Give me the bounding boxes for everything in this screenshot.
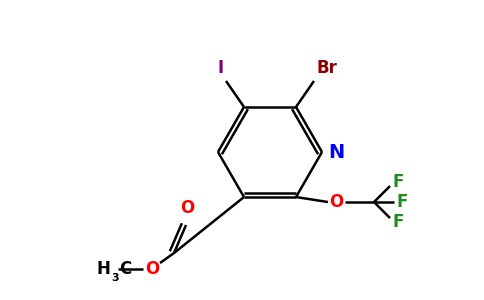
- Text: O: O: [180, 199, 194, 217]
- Text: O: O: [145, 260, 159, 278]
- Text: F: F: [393, 173, 404, 191]
- Text: I: I: [218, 59, 224, 77]
- Text: H: H: [96, 260, 110, 278]
- Text: C: C: [119, 260, 131, 278]
- Text: F: F: [397, 193, 408, 211]
- Text: F: F: [393, 213, 404, 231]
- Text: 3: 3: [111, 273, 119, 283]
- Text: O: O: [329, 193, 343, 211]
- Text: N: N: [328, 142, 344, 161]
- Text: Br: Br: [316, 59, 337, 77]
